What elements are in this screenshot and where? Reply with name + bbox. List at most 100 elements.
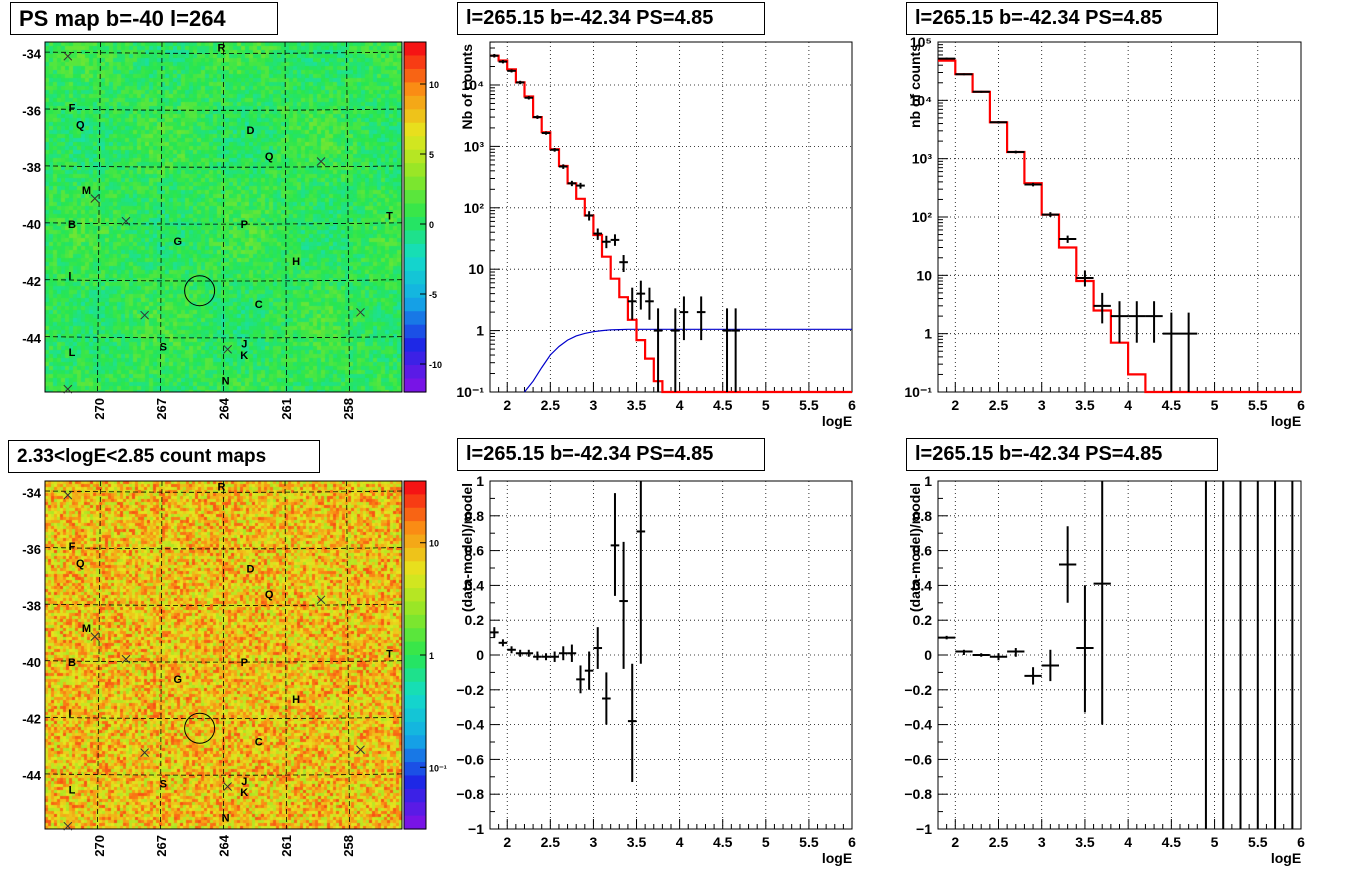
data-point xyxy=(593,627,603,669)
x-tick-label: 4 xyxy=(1124,397,1132,413)
data-point xyxy=(619,255,628,273)
source-label: Q xyxy=(76,120,85,132)
y-tick-label: 10³ xyxy=(464,138,485,154)
graticule-line xyxy=(97,480,101,830)
y-tick-label: 0.4 xyxy=(465,577,485,593)
colorbar-swatch xyxy=(404,378,426,393)
lon-tick-label: 261 xyxy=(279,398,294,420)
data-point xyxy=(507,646,516,654)
x-tick-label: 5.5 xyxy=(1248,397,1268,413)
x-tick-label: 3 xyxy=(1038,397,1046,413)
source-label: G xyxy=(174,674,183,686)
source-label: Q xyxy=(265,589,274,601)
x-tick-label: 5 xyxy=(1211,834,1219,850)
data-point xyxy=(498,639,508,647)
data-point xyxy=(1128,301,1146,343)
colorbar-swatch xyxy=(404,149,426,164)
y-tick-label: 10⁻¹ xyxy=(904,384,932,400)
data-point xyxy=(671,308,680,392)
colorbar-swatch xyxy=(404,217,426,232)
graticule-line xyxy=(160,480,163,830)
x-tick-label: 4.5 xyxy=(713,397,733,413)
lat-tick-label: -40 xyxy=(22,655,41,670)
colorbar-tick-label: 5 xyxy=(429,150,434,160)
lat-tick-label: -36 xyxy=(22,542,41,557)
source-cross xyxy=(316,157,326,166)
colorbar-frame xyxy=(403,41,427,393)
colorbar-swatch xyxy=(404,788,426,803)
y-tick-label: −0.2 xyxy=(456,682,484,698)
x-axis-label: logE xyxy=(1271,413,1301,429)
colorbar-swatch xyxy=(404,614,426,629)
residual-right-title: l=265.15 b=-42.34 PS=4.85 xyxy=(906,438,1218,471)
spectrum-left-chart: 2 2.5 3 3.5 4 4.5 5 5.5 6 10⁻¹ 1 10 10² 10³ 10⁴ logE Nb … xyxy=(456,41,856,429)
data-point xyxy=(938,57,956,60)
data-point xyxy=(696,296,706,341)
y-tick-label: 10 xyxy=(916,267,932,283)
y-tick-label: 10⁻¹ xyxy=(456,384,484,400)
data-point xyxy=(558,646,568,661)
source-label: L xyxy=(69,347,76,359)
source-label: P xyxy=(241,657,248,669)
lat-tick-label: -34 xyxy=(22,485,42,500)
colorbar-swatch xyxy=(404,601,426,616)
colorbar-tick-label: 10⁻¹ xyxy=(429,763,447,773)
y-tick-label: 0.6 xyxy=(465,543,485,559)
data-point xyxy=(584,211,594,221)
lon-tick-label: 270 xyxy=(92,835,107,857)
lon-tick-label: 258 xyxy=(341,835,356,857)
colorbar-swatch xyxy=(404,481,426,495)
x-tick-label: 2 xyxy=(951,834,959,850)
colorbar-swatch xyxy=(404,588,426,603)
colorbar-swatch xyxy=(404,284,426,299)
colorbar-swatch xyxy=(404,681,426,696)
y-tick-label: 10² xyxy=(464,200,485,216)
source-label: J xyxy=(241,776,247,788)
data-point xyxy=(1180,312,1198,392)
map1-title: PS map b=-40 l=264 xyxy=(10,2,278,35)
graticule-line xyxy=(44,279,403,282)
y-tick-label: 0.8 xyxy=(465,508,485,524)
y-tick-label: 10² xyxy=(912,209,933,225)
colorbar-swatch xyxy=(404,257,426,272)
y-tick-label: −0.8 xyxy=(456,786,484,802)
colorbar-swatch xyxy=(404,547,426,562)
colorbar-tick-label: 10 xyxy=(429,539,439,549)
source-cross xyxy=(140,310,149,320)
y-tick-label: 0.2 xyxy=(913,612,933,628)
colorbar-swatch xyxy=(404,190,426,205)
x-tick-label: 4 xyxy=(676,397,684,413)
colorbar-swatch xyxy=(404,365,426,380)
x-tick-label: 3 xyxy=(590,834,598,850)
colorbar-swatch xyxy=(404,762,426,777)
colorbar-swatch xyxy=(404,42,426,57)
colorbar-tick-label: 0 xyxy=(429,220,434,230)
x-axis-label: logE xyxy=(822,850,852,866)
y-tick-label: 10³ xyxy=(912,151,933,167)
x-tick-label: 2 xyxy=(951,397,959,413)
lat-tick-label: -36 xyxy=(22,103,41,118)
y-tick-label: 1 xyxy=(476,323,484,339)
source-label: K xyxy=(240,787,248,799)
source-cross xyxy=(121,216,131,226)
x-tick-label: 3.5 xyxy=(627,397,647,413)
x-tick-label: 2.5 xyxy=(989,834,1009,850)
lat-tick-label: -42 xyxy=(22,274,41,289)
y-tick-label: 0.4 xyxy=(913,577,933,593)
x-tick-label: 2.5 xyxy=(541,397,561,413)
data-point xyxy=(619,541,628,669)
data-point xyxy=(490,53,499,58)
x-tick-label: 2 xyxy=(503,834,511,850)
source-label: B xyxy=(68,219,76,231)
source-cross xyxy=(356,745,365,755)
data-point xyxy=(541,653,551,661)
y-tick-label: 0.2 xyxy=(465,612,485,628)
x-tick-label: 5 xyxy=(762,397,770,413)
data-point xyxy=(1024,667,1042,685)
residual-left-chart: 2 2.5 3 3.5 4 4.5 5 5.5 6 −1 −0.8 −0.6 −0.4 −0.2 0 0.2 0… xyxy=(456,473,856,866)
lon-tick-label: 264 xyxy=(217,397,232,419)
source-label: J xyxy=(241,339,247,351)
data-point xyxy=(1145,301,1163,343)
colorbar-tick-label: 1 xyxy=(429,651,434,661)
